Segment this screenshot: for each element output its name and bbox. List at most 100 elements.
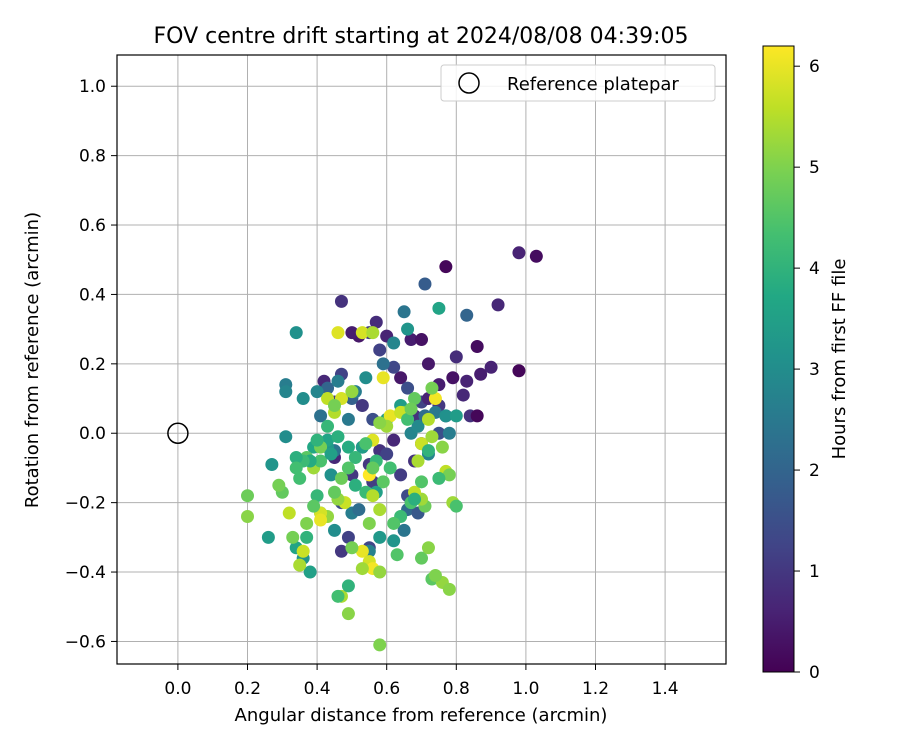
data-point <box>265 457 279 471</box>
plot-area: 0.0 0.2 0.4 0.6 0.8 1.0 1.2 1.4 1.0 0.8 0.6 0.4 0.2… <box>65 54 727 699</box>
data-point <box>442 426 456 440</box>
data-point <box>373 343 387 357</box>
data-point <box>331 589 345 603</box>
data-point <box>345 541 359 555</box>
data-point <box>408 392 422 406</box>
colorbar-label: Hours from first FF file <box>829 259 850 460</box>
data-point <box>348 451 362 465</box>
data-point <box>328 523 341 537</box>
data-point <box>366 461 380 475</box>
data-point <box>394 468 408 482</box>
data-point <box>355 398 369 412</box>
data-point <box>272 478 286 492</box>
data-point <box>470 339 484 353</box>
data-point <box>411 419 425 433</box>
x-tick-label: 1.4 <box>652 679 679 699</box>
x-axis-ticks: 0.0 0.2 0.4 0.6 0.8 1.0 1.2 1.4 <box>164 664 679 699</box>
legend: Reference platepar <box>440 64 716 102</box>
data-point <box>314 454 328 468</box>
data-point <box>432 471 446 485</box>
x-tick-label: 1.0 <box>512 679 539 699</box>
data-point <box>293 471 307 485</box>
x-tick-label: 0.8 <box>443 679 470 699</box>
data-point <box>456 388 470 402</box>
data-point <box>366 326 380 340</box>
data-point <box>331 374 345 388</box>
data-point <box>328 398 341 412</box>
data-point <box>314 513 328 527</box>
data-point <box>331 430 345 444</box>
data-point <box>449 350 463 364</box>
data-point <box>397 305 411 319</box>
data-point <box>373 503 387 517</box>
data-point <box>310 489 324 503</box>
data-point <box>279 385 293 399</box>
data-point <box>425 381 439 395</box>
data-point <box>387 360 401 374</box>
data-point <box>289 451 303 465</box>
data-point <box>376 371 390 385</box>
data-point <box>428 569 442 583</box>
data-point <box>415 551 428 565</box>
data-point <box>404 402 418 416</box>
colorbar-gradient <box>762 45 795 673</box>
data-point <box>401 381 415 395</box>
data-point <box>460 374 474 388</box>
colorbar-tick-label: 6 <box>809 57 820 77</box>
data-point <box>401 412 415 426</box>
data-point <box>366 489 380 503</box>
plot-frame <box>116 54 727 665</box>
data-point <box>373 416 387 430</box>
data-point <box>439 260 453 274</box>
data-point <box>491 298 505 312</box>
data-point <box>310 385 324 399</box>
data-point <box>303 565 317 579</box>
data-point <box>279 430 293 444</box>
data-point <box>484 360 498 374</box>
colorbar-tick-label: 4 <box>809 259 820 279</box>
data-point <box>435 440 449 454</box>
data-point <box>286 530 300 544</box>
y-axis-ticks: 1.0 0.8 0.6 0.4 0.2 0.0 −0.2 −0.4 −0.6 <box>65 77 117 652</box>
data-point <box>334 544 348 558</box>
data-point <box>324 447 338 461</box>
data-point <box>529 249 543 263</box>
data-point <box>341 579 355 593</box>
data-point <box>512 246 526 260</box>
scatter-points <box>241 246 543 652</box>
x-tick-label: 0.6 <box>373 679 400 699</box>
x-tick-label: 0.4 <box>304 679 331 699</box>
data-point <box>470 409 484 423</box>
data-point <box>474 367 488 381</box>
data-point <box>428 392 442 406</box>
data-point <box>328 485 341 499</box>
data-point <box>310 433 324 447</box>
data-point <box>241 510 254 524</box>
legend-marker-reference <box>458 72 480 94</box>
data-point <box>296 392 310 406</box>
data-point <box>383 461 397 475</box>
data-point <box>289 326 303 340</box>
data-point <box>296 544 310 558</box>
y-tick-label: 1.0 <box>79 77 106 97</box>
data-point <box>421 357 435 371</box>
data-point <box>341 530 355 544</box>
data-point <box>373 530 387 544</box>
data-point <box>442 468 456 482</box>
data-point <box>387 433 401 447</box>
data-point <box>373 565 387 579</box>
data-point <box>369 315 383 329</box>
data-point <box>355 544 369 558</box>
data-point <box>425 430 439 444</box>
y-tick-label: −0.2 <box>65 494 106 514</box>
data-point <box>387 336 401 350</box>
data-point <box>321 381 335 395</box>
data-point <box>439 409 453 423</box>
data-point <box>348 478 362 492</box>
data-point <box>415 475 428 489</box>
data-point <box>380 447 394 461</box>
y-axis-label: Rotation from reference (arcmin) <box>22 212 43 508</box>
plot-background <box>117 55 726 664</box>
data-point <box>321 419 335 433</box>
reference-point <box>167 422 189 444</box>
